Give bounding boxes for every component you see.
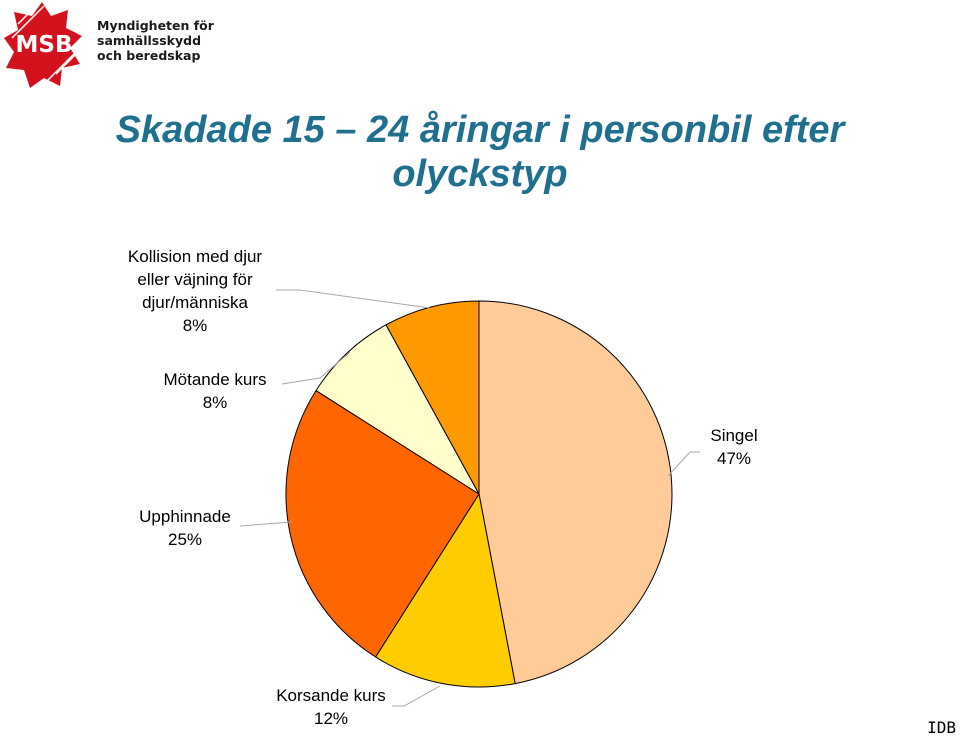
slice-label-kollision-djur: Kollision med djur eller väjning för dju…: [105, 245, 285, 337]
leader-line-singel: [667, 451, 700, 477]
logo-abbrev: MSB: [16, 32, 73, 58]
slice-label-singel: Singel 47%: [690, 424, 778, 470]
chart-title: Skadade 15 – 24 åringar i personbil efte…: [0, 108, 960, 196]
leader-line-upphinnade: [239, 521, 293, 527]
slice-label-value: 8%: [182, 316, 208, 335]
msb-logo: MSB: [4, 2, 82, 88]
slice-label-name: Kollision med djur: [127, 247, 263, 266]
slice-label-value: 25%: [167, 530, 203, 549]
pie-slice-motande-kurs: [315, 324, 480, 495]
slice-label-name: Mötande kurs: [163, 370, 267, 389]
logo-hatching: [11, 5, 77, 83]
slice-label-value: 47%: [716, 449, 752, 468]
slice-label-upphinnade: Upphinnade 25%: [120, 505, 250, 551]
slice-label-name: Korsande kurs: [276, 686, 386, 705]
slice-label-korsande-kurs: Korsande kurs 12%: [256, 684, 406, 730]
logo-agency-name: Myndigheten för samhällsskydd och bereds…: [97, 18, 214, 63]
leader-line-kollision-djur: [276, 289, 431, 309]
slice-label-motande-kurs: Mötande kurs 8%: [140, 368, 290, 414]
slice-label-name: Singel: [710, 426, 758, 445]
slice-label-name: eller väjning för: [137, 270, 253, 289]
leader-line-korsande-kurs: [392, 685, 441, 707]
pie-slice-singel: [478, 300, 673, 685]
pie-slice-upphinnade: [285, 389, 480, 658]
pie-slice-kollision-djur: [385, 300, 480, 495]
logo-line: Myndigheten för: [97, 18, 214, 33]
slice-label-value: 8%: [202, 393, 228, 412]
slice-label-name: Upphinnade: [139, 507, 231, 526]
source-label: IDB: [927, 718, 956, 737]
slice-label-name: djur/människa: [142, 293, 248, 312]
pie-slice-korsande-kurs: [374, 492, 516, 688]
logo-line: och beredskap: [97, 48, 201, 63]
chart-title-line-1: Skadade 15 – 24 åringar i personbil efte…: [115, 109, 845, 151]
logo-line: samhällsskydd: [97, 33, 202, 48]
leader-line-motande-kurs: [281, 351, 351, 385]
slice-label-value: 12%: [313, 709, 349, 728]
chart-title-line-2: olyckstyp: [392, 153, 568, 195]
